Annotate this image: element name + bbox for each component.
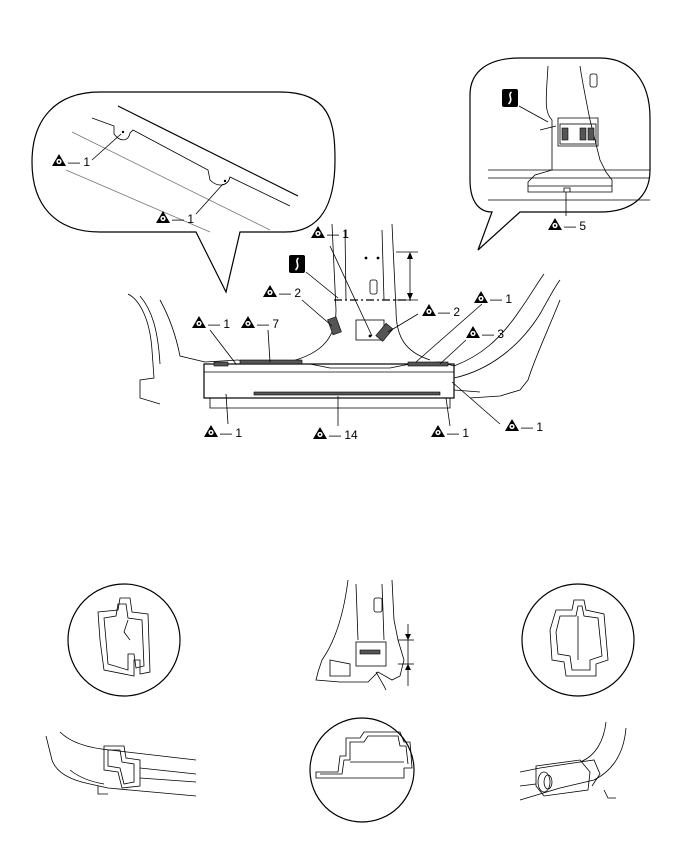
callout-6-text: — 2 — [438, 305, 460, 319]
callout-10-text: — 3 — [482, 327, 504, 341]
callout-7: — 1 — [474, 291, 512, 306]
zoom-bubble-left — [31, 91, 336, 294]
zoom-bubble-right — [469, 57, 651, 251]
callout-10: — 3 — [466, 326, 504, 341]
callout-5: — 2 — [263, 285, 301, 300]
callout-4: — 1 — [311, 226, 349, 241]
leader-lines — [209, 245, 501, 427]
callout-3-text: — 5 — [564, 219, 586, 233]
saw-cut-icon — [288, 88, 549, 299]
callout-9-text: — 7 — [257, 317, 279, 331]
pillar-detail — [315, 579, 414, 691]
callout-11: — 1 — [204, 425, 242, 440]
section-circle-right — [521, 583, 635, 697]
main-body-view — [127, 223, 561, 409]
rocker-end-left — [45, 731, 197, 797]
callout-11-text: — 1 — [220, 426, 242, 440]
callout-12-text: — 14 — [329, 428, 358, 442]
callout-7-text: — 1 — [490, 292, 512, 306]
callout-3: — 5 — [548, 218, 586, 233]
callout-1-text: — 1 — [68, 155, 90, 169]
callout-2-text: — 1 — [172, 212, 194, 226]
callout-6: — 2 — [422, 304, 460, 319]
callout-13: — 1 — [431, 425, 469, 440]
callout-14-text: — 1 — [521, 420, 543, 434]
callout-2: — 1 — [156, 211, 194, 226]
callout-14: — 1 — [505, 419, 543, 434]
callout-4-text: — 1 — [327, 227, 349, 241]
callout-13-text: — 1 — [447, 426, 469, 440]
callout-8-text: — 1 — [208, 317, 230, 331]
section-circle-left — [67, 583, 181, 697]
callout-9: — 7 — [241, 316, 279, 331]
callout-1: — 1 — [52, 154, 90, 169]
callout-8: — 1 — [192, 316, 230, 331]
callout-12: — 14 — [313, 427, 358, 442]
rocker-end-right — [519, 721, 627, 801]
callout-5-text: — 2 — [279, 286, 301, 300]
section-circle-center — [309, 717, 415, 823]
